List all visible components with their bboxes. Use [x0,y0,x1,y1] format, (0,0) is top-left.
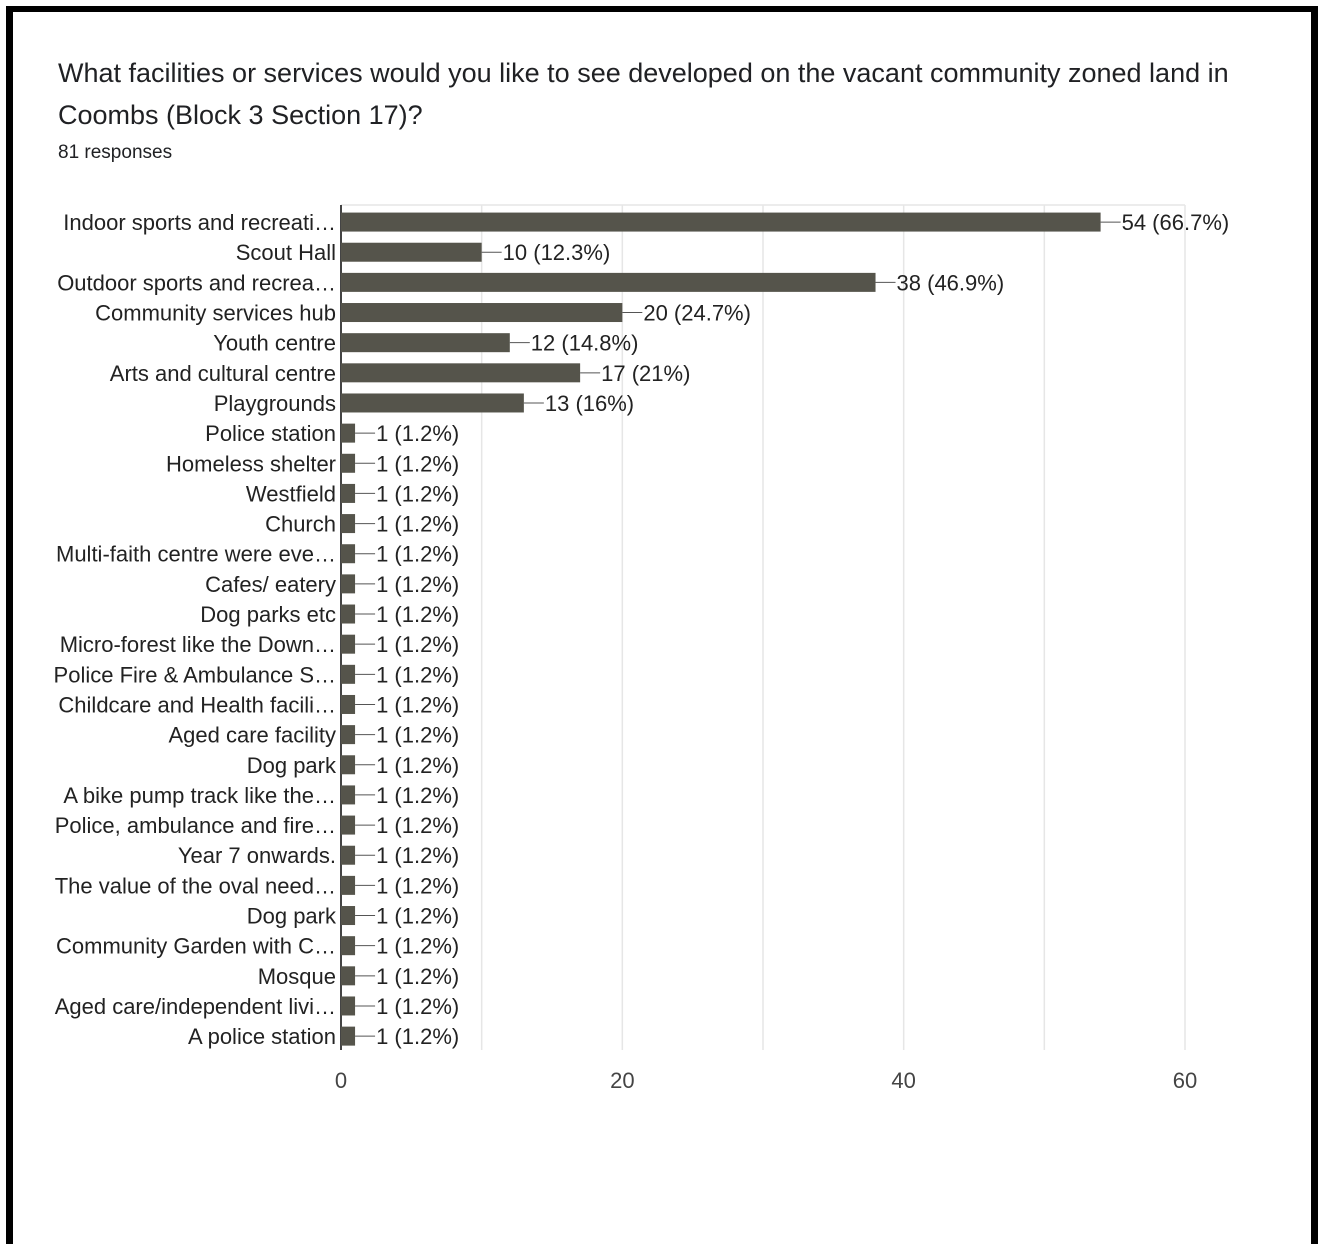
category-label: Community Garden with C… [56,934,336,959]
x-tick-label: 60 [1173,1068,1197,1093]
value-label: 20 (24.7%) [643,301,751,326]
response-count: 81 responses [58,142,173,163]
category-label: Micro-forest like the Down… [60,632,336,657]
value-label: 1 (1.2%) [376,542,459,567]
bar [341,363,581,383]
bar [341,423,356,443]
bar [341,212,1101,232]
value-labels: 54 (66.7%) 10 (12.3%) 38 (46.9%) 20 (24.7%)… [355,210,1229,1049]
category-label: Westfield [246,481,336,506]
x-axis-ticks: 0 20 40 60 [335,1068,1197,1093]
category-label: Scout Hall [236,240,336,265]
value-label: 13 (16%) [545,391,634,416]
bar [341,694,356,714]
value-label: 1 (1.2%) [376,904,459,929]
category-label: Arts and cultural centre [110,361,336,386]
value-label: 1 (1.2%) [376,843,459,868]
bar [341,242,482,262]
chart-card [6,6,1318,1244]
category-label: Playgrounds [214,391,336,416]
bar [341,483,356,503]
bar [341,1026,356,1046]
question-title: What facilities or services would you li… [58,58,1229,130]
bar [341,574,356,594]
bar [341,845,356,865]
value-label: 1 (1.2%) [376,723,459,748]
x-tick-label: 40 [891,1068,915,1093]
bar [341,815,356,835]
value-label: 1 (1.2%) [376,1024,459,1049]
bar [341,333,510,353]
bar [341,393,524,413]
bar [341,996,356,1016]
bar [341,785,356,805]
bar [341,936,356,956]
bar [341,664,356,684]
value-label: 38 (46.9%) [897,270,1005,295]
category-label: Mosque [258,964,336,989]
value-label: 1 (1.2%) [376,662,459,687]
category-label: Cafes/ eatery [205,572,336,597]
x-tick-label: 0 [335,1068,347,1093]
bar [341,272,876,292]
value-label: 1 (1.2%) [376,692,459,717]
value-label: 1 (1.2%) [376,451,459,476]
bar [341,453,356,473]
category-label: Dog park [247,904,337,929]
category-label: The value of the oval need… [55,873,336,898]
category-label: Youth centre [213,331,336,356]
value-label: 12 (14.8%) [531,331,639,356]
category-label: Indoor sports and recreati… [63,210,336,235]
category-label: Community services hub [95,301,336,326]
value-label: 1 (1.2%) [376,964,459,989]
value-label: 1 (1.2%) [376,813,459,838]
bar [341,725,356,745]
category-label: A bike pump track like the… [63,783,336,808]
value-label: 54 (66.7%) [1122,210,1230,235]
value-label: 1 (1.2%) [376,934,459,959]
gridlines [340,204,1186,1050]
category-label: Aged care facility [168,723,336,748]
bar [341,755,356,775]
category-label: Homeless shelter [166,451,336,476]
x-tick-label: 20 [610,1068,634,1093]
value-label: 1 (1.2%) [376,572,459,597]
value-label: 1 (1.2%) [376,994,459,1019]
value-label: 1 (1.2%) [376,602,459,627]
value-label: 1 (1.2%) [376,753,459,778]
bar [341,875,356,895]
value-label: 1 (1.2%) [376,783,459,808]
value-label: 1 (1.2%) [376,512,459,537]
value-label: 1 (1.2%) [376,873,459,898]
bar [341,634,356,654]
value-label: 1 (1.2%) [376,421,459,446]
category-label: Dog park [247,753,337,778]
category-label: Year 7 onwards. [178,843,336,868]
category-label: Dog parks etc [200,602,336,627]
value-label: 17 (21%) [601,361,690,386]
category-label: Childcare and Health facili… [58,692,336,717]
bar [341,544,356,564]
category-label: Police Fire & Ambulance S… [54,662,336,687]
category-label: Police station [205,421,336,446]
bar [341,966,356,986]
category-label: Police, ambulance and fire… [55,813,336,838]
category-label: Aged care/independent livi… [55,994,336,1019]
category-label: A police station [188,1024,336,1049]
value-label: 1 (1.2%) [376,481,459,506]
value-label: 1 (1.2%) [376,632,459,657]
bar [341,303,623,323]
bars [341,212,1101,1046]
category-label: Outdoor sports and recrea… [57,270,336,295]
value-label: 10 (12.3%) [503,240,611,265]
category-label: Multi-faith centre were eve… [56,542,336,567]
bar [341,514,356,534]
category-label: Church [265,512,336,537]
bar [341,604,356,624]
bar [341,906,356,926]
category-labels: Indoor sports and recreati… Scout Hall Out… [54,210,337,1049]
